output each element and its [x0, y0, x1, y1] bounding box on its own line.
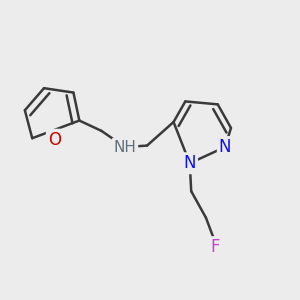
Text: NH: NH [113, 140, 136, 154]
Text: N: N [219, 138, 231, 156]
Text: F: F [210, 238, 220, 256]
Text: N: N [184, 154, 196, 172]
Text: O: O [48, 131, 61, 149]
